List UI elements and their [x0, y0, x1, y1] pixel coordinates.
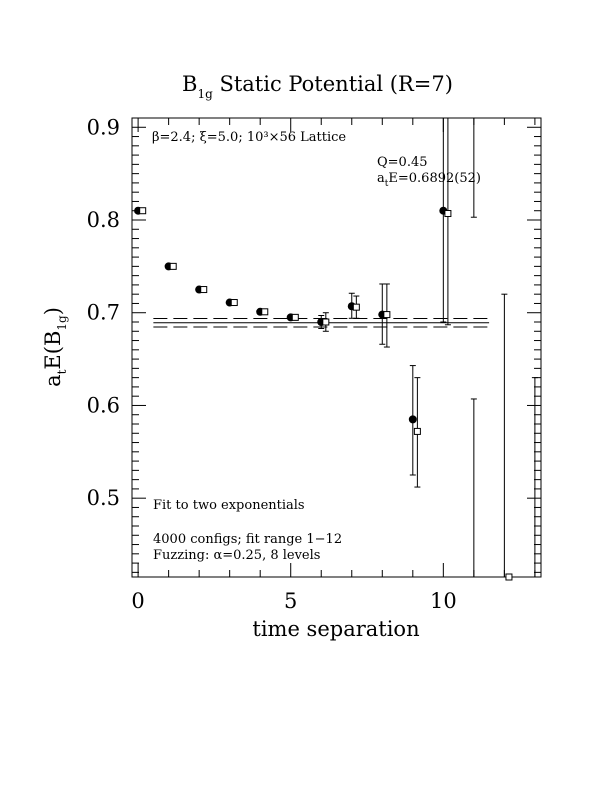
configs-annotation: 4000 configs; fit range 1−12 — [153, 532, 342, 547]
open-square-point — [200, 286, 208, 294]
open-square-point — [139, 207, 147, 215]
y-tick-label: 0.6 — [87, 393, 120, 417]
q-annotation: Q=0.45 — [377, 155, 428, 170]
open-square-point — [413, 427, 421, 435]
lattice-annotation: β=2.4; ξ=5.0; 10³×56 Lattice — [152, 130, 346, 145]
fuzzing-annotation: Fuzzing: α=0.25, 8 levels — [153, 548, 320, 563]
y-tick-label: 0.8 — [87, 208, 120, 232]
y-tick-label: 0.7 — [87, 301, 120, 325]
ate-annotation: atE=0.6892(52) — [377, 171, 481, 189]
open-square-point — [169, 262, 177, 270]
open-square-point — [322, 318, 330, 326]
x-tick-label: 10 — [430, 589, 457, 613]
open-square-point — [352, 303, 360, 311]
y-tick-label: 0.9 — [87, 115, 120, 139]
tick-labels: 0 5 10 0.5 0.6 0.7 0.8 0.9 — [87, 115, 457, 613]
x-axis-title: time separation — [252, 617, 419, 641]
fit-description: Fit to two exponentials — [153, 498, 305, 513]
open-square-point — [505, 573, 513, 581]
y-tick-label: 0.5 — [87, 486, 120, 510]
chart-title: B1g Static Potential (R=7) — [182, 72, 453, 101]
y-axis-title: atE(B1g) — [41, 307, 69, 387]
open-square-point — [291, 313, 299, 321]
open-square-point — [230, 299, 238, 307]
open-square-point — [261, 308, 269, 316]
x-tick-label: 5 — [284, 589, 297, 613]
plot-frame — [131, 117, 542, 578]
open-square-point — [383, 311, 391, 319]
x-tick-label: 0 — [131, 589, 144, 613]
data-markers — [134, 206, 513, 581]
filled-circle-point — [408, 415, 417, 424]
error-bars — [318, 117, 538, 578]
open-square-point — [444, 210, 452, 218]
